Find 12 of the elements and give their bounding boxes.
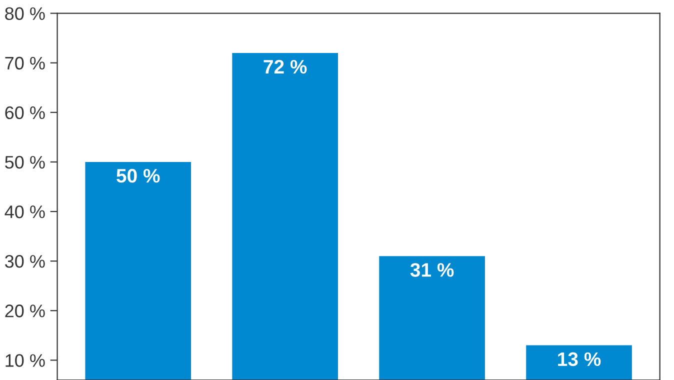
y-tick-label: 80 % xyxy=(5,7,45,20)
y-tick-label: 70 % xyxy=(5,56,45,70)
y-tick-label: 30 % xyxy=(5,255,45,268)
y-tick-label: 40 % xyxy=(4,205,45,218)
y-tick-label: 10 % xyxy=(6,354,45,367)
data-label: 72 % xyxy=(264,60,307,74)
y-tick-label: 20 % xyxy=(5,304,45,318)
data-label: 50 % xyxy=(116,168,160,183)
data-label: 13 % xyxy=(558,352,601,366)
y-tick-label: 50 % xyxy=(5,156,45,169)
data-label: 31 % xyxy=(410,263,454,277)
y-tick-label: 60 % xyxy=(5,106,45,120)
